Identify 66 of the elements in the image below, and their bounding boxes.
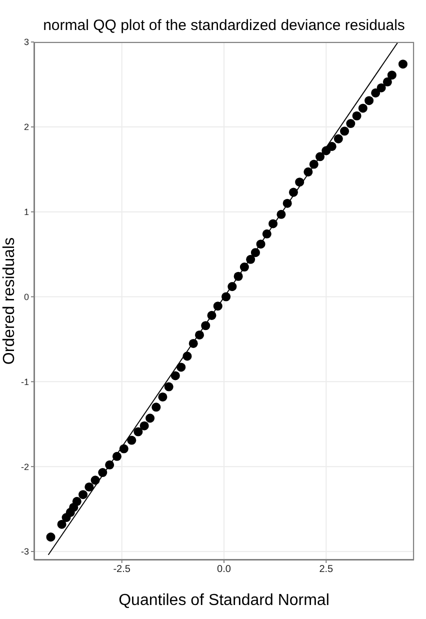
point [207,310,216,320]
point [158,392,168,402]
point [152,402,161,412]
point [98,468,108,478]
point [276,210,286,219]
y-tick-label: 2 [24,122,29,132]
point [282,198,292,208]
x-tick-label: -2.5 [113,564,131,576]
point [358,104,368,113]
point [246,254,256,264]
point [364,96,374,106]
point [387,70,396,80]
point [268,219,278,228]
x-tick-label: 2.5 [319,564,334,576]
x-tick-label: 0.0 [217,564,232,576]
point [352,111,362,120]
point [234,272,243,281]
point [112,452,122,461]
point [72,496,82,506]
point [340,126,350,136]
point [256,240,266,249]
point [188,338,198,348]
point [222,292,231,302]
point [57,520,66,529]
point [213,302,222,311]
y-tick-label: -1 [20,376,29,387]
point [134,427,143,436]
point [250,248,260,258]
point [194,330,204,340]
point [309,160,318,169]
point [327,142,336,151]
point [382,77,392,86]
point [78,490,88,500]
point [201,321,210,330]
point [334,134,343,144]
x-axis-title: Quantiles of Standard Normal [118,592,330,609]
point [127,436,136,445]
point [398,60,408,69]
point [376,83,386,92]
y-tick-label: -2 [20,462,29,472]
y-axis-title: Ordered residuals [1,237,18,365]
point [119,444,128,454]
point [316,152,325,162]
point [262,229,272,238]
point [176,362,186,372]
point [182,352,192,361]
y-tick-label: 0 [24,292,29,302]
point [288,188,298,197]
point [295,178,304,187]
point [164,382,174,392]
point [240,262,249,272]
point [371,88,380,98]
point [46,532,56,542]
chart-title: normal QQ plot of the standardized deviance residuals [43,17,405,34]
point [90,476,100,485]
point [105,460,114,470]
y-tick-label: 1 [24,207,29,218]
point [346,119,356,128]
point [140,421,149,430]
point [170,371,180,380]
y-tick-label: -3 [20,546,29,557]
y-tick-label: 3 [24,37,29,48]
point [228,282,237,292]
point [146,414,155,423]
point [304,167,313,176]
point [84,482,94,492]
